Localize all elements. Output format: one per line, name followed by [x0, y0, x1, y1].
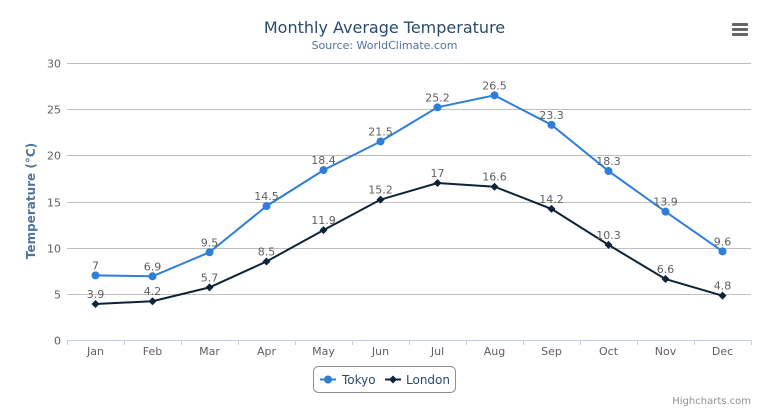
- data-label: 14.5: [254, 190, 279, 203]
- data-label: 18.3: [596, 155, 621, 168]
- data-label: 6.6: [657, 263, 675, 276]
- data-label: 4.8: [714, 280, 732, 293]
- x-tick-label: Sep: [541, 345, 562, 358]
- data-point: [661, 275, 670, 284]
- data-point: [718, 247, 727, 256]
- x-tick-label: Jul: [430, 345, 444, 358]
- x-tick-label: Apr: [257, 345, 277, 358]
- data-label: 4.2: [144, 285, 162, 298]
- data-point: [205, 248, 214, 257]
- chart-subtitle: Source: WorldClimate.com: [312, 39, 458, 52]
- data-label: 18.4: [311, 154, 336, 167]
- data-point: [91, 271, 100, 280]
- data-label: 25.2: [425, 91, 450, 104]
- data-label: 23.3: [539, 109, 564, 122]
- x-tick-label: Mar: [199, 345, 220, 358]
- y-tick-label: 30: [47, 58, 61, 71]
- y-tick-label: 20: [47, 150, 61, 163]
- x-tick-label: Jun: [371, 345, 389, 358]
- data-label: 5.7: [201, 271, 219, 284]
- x-tick-label: Jan: [86, 345, 104, 358]
- data-point: [433, 179, 442, 188]
- data-point: [205, 283, 214, 292]
- data-point: [376, 195, 385, 204]
- data-point: [376, 137, 385, 146]
- data-label: 11.9: [311, 214, 336, 227]
- data-label: 6.9: [144, 260, 162, 273]
- data-point: [262, 257, 271, 266]
- data-point: [319, 166, 328, 175]
- data-point: [91, 299, 100, 308]
- data-label: 9.6: [714, 235, 732, 248]
- data-label: 17: [431, 167, 445, 180]
- x-tick-label: Nov: [655, 345, 677, 358]
- data-point: [661, 207, 670, 216]
- data-label: 9.5: [201, 236, 219, 249]
- credits-link[interactable]: Highcharts.com: [672, 396, 751, 407]
- data-point: [490, 182, 499, 191]
- y-tick-label: 5: [54, 289, 61, 302]
- legend-label-london: London: [406, 373, 450, 387]
- legend: Tokyo London: [313, 366, 456, 393]
- data-point: [718, 291, 727, 300]
- chart-title: Monthly Average Temperature: [264, 18, 505, 37]
- data-label: 15.2: [368, 184, 393, 197]
- data-label: 26.5: [482, 79, 507, 92]
- data-point: [148, 272, 157, 281]
- legend-item-tokyo[interactable]: Tokyo: [320, 373, 376, 387]
- data-point: [547, 204, 556, 213]
- data-label: 10.3: [596, 229, 621, 242]
- data-label: 21.5: [368, 125, 393, 138]
- series-london: 3.9 4.2 5.7 8.5 11.9 15.2 17 16.6 14.2 10.3 6.6 4.8: [87, 167, 732, 308]
- series-line: [95, 94, 724, 278]
- data-point: [262, 202, 271, 211]
- data-point: [604, 167, 613, 176]
- series-line: [95, 182, 723, 305]
- data-label: 16.6: [482, 171, 507, 184]
- y-tick-label: 25: [47, 104, 61, 117]
- data-point: [148, 297, 157, 306]
- y-tick-label: 0: [54, 335, 61, 348]
- hamburger-menu-icon[interactable]: [732, 23, 748, 36]
- legend-item-london[interactable]: London: [385, 373, 450, 387]
- y-axis-title: Temperature (°C): [24, 143, 38, 259]
- x-tick-label: Aug: [484, 345, 505, 358]
- data-point: [433, 103, 442, 112]
- data-label: 3.9: [87, 288, 105, 301]
- data-label: 7: [92, 259, 99, 272]
- data-point: [604, 240, 613, 249]
- data-label: 13.9: [653, 196, 678, 209]
- legend-label-tokyo: Tokyo: [341, 373, 376, 387]
- y-tick-label: 10: [47, 243, 61, 256]
- x-tick-label: Oct: [599, 345, 619, 358]
- data-label: 8.5: [258, 246, 276, 259]
- data-point: [490, 91, 499, 100]
- data-point: [547, 120, 556, 129]
- y-tick-label: 15: [47, 197, 61, 210]
- x-tick-label: May: [312, 345, 335, 358]
- data-point: [319, 226, 328, 235]
- data-label: 14.2: [539, 193, 564, 206]
- x-tick-label: Dec: [712, 345, 733, 358]
- series-tokyo: 7 6.9 9.5 14.5 18.4 21.5 25.2 26.5 23.3 18.3 13.9 9…: [91, 79, 732, 281]
- x-tick-label: Feb: [143, 345, 162, 358]
